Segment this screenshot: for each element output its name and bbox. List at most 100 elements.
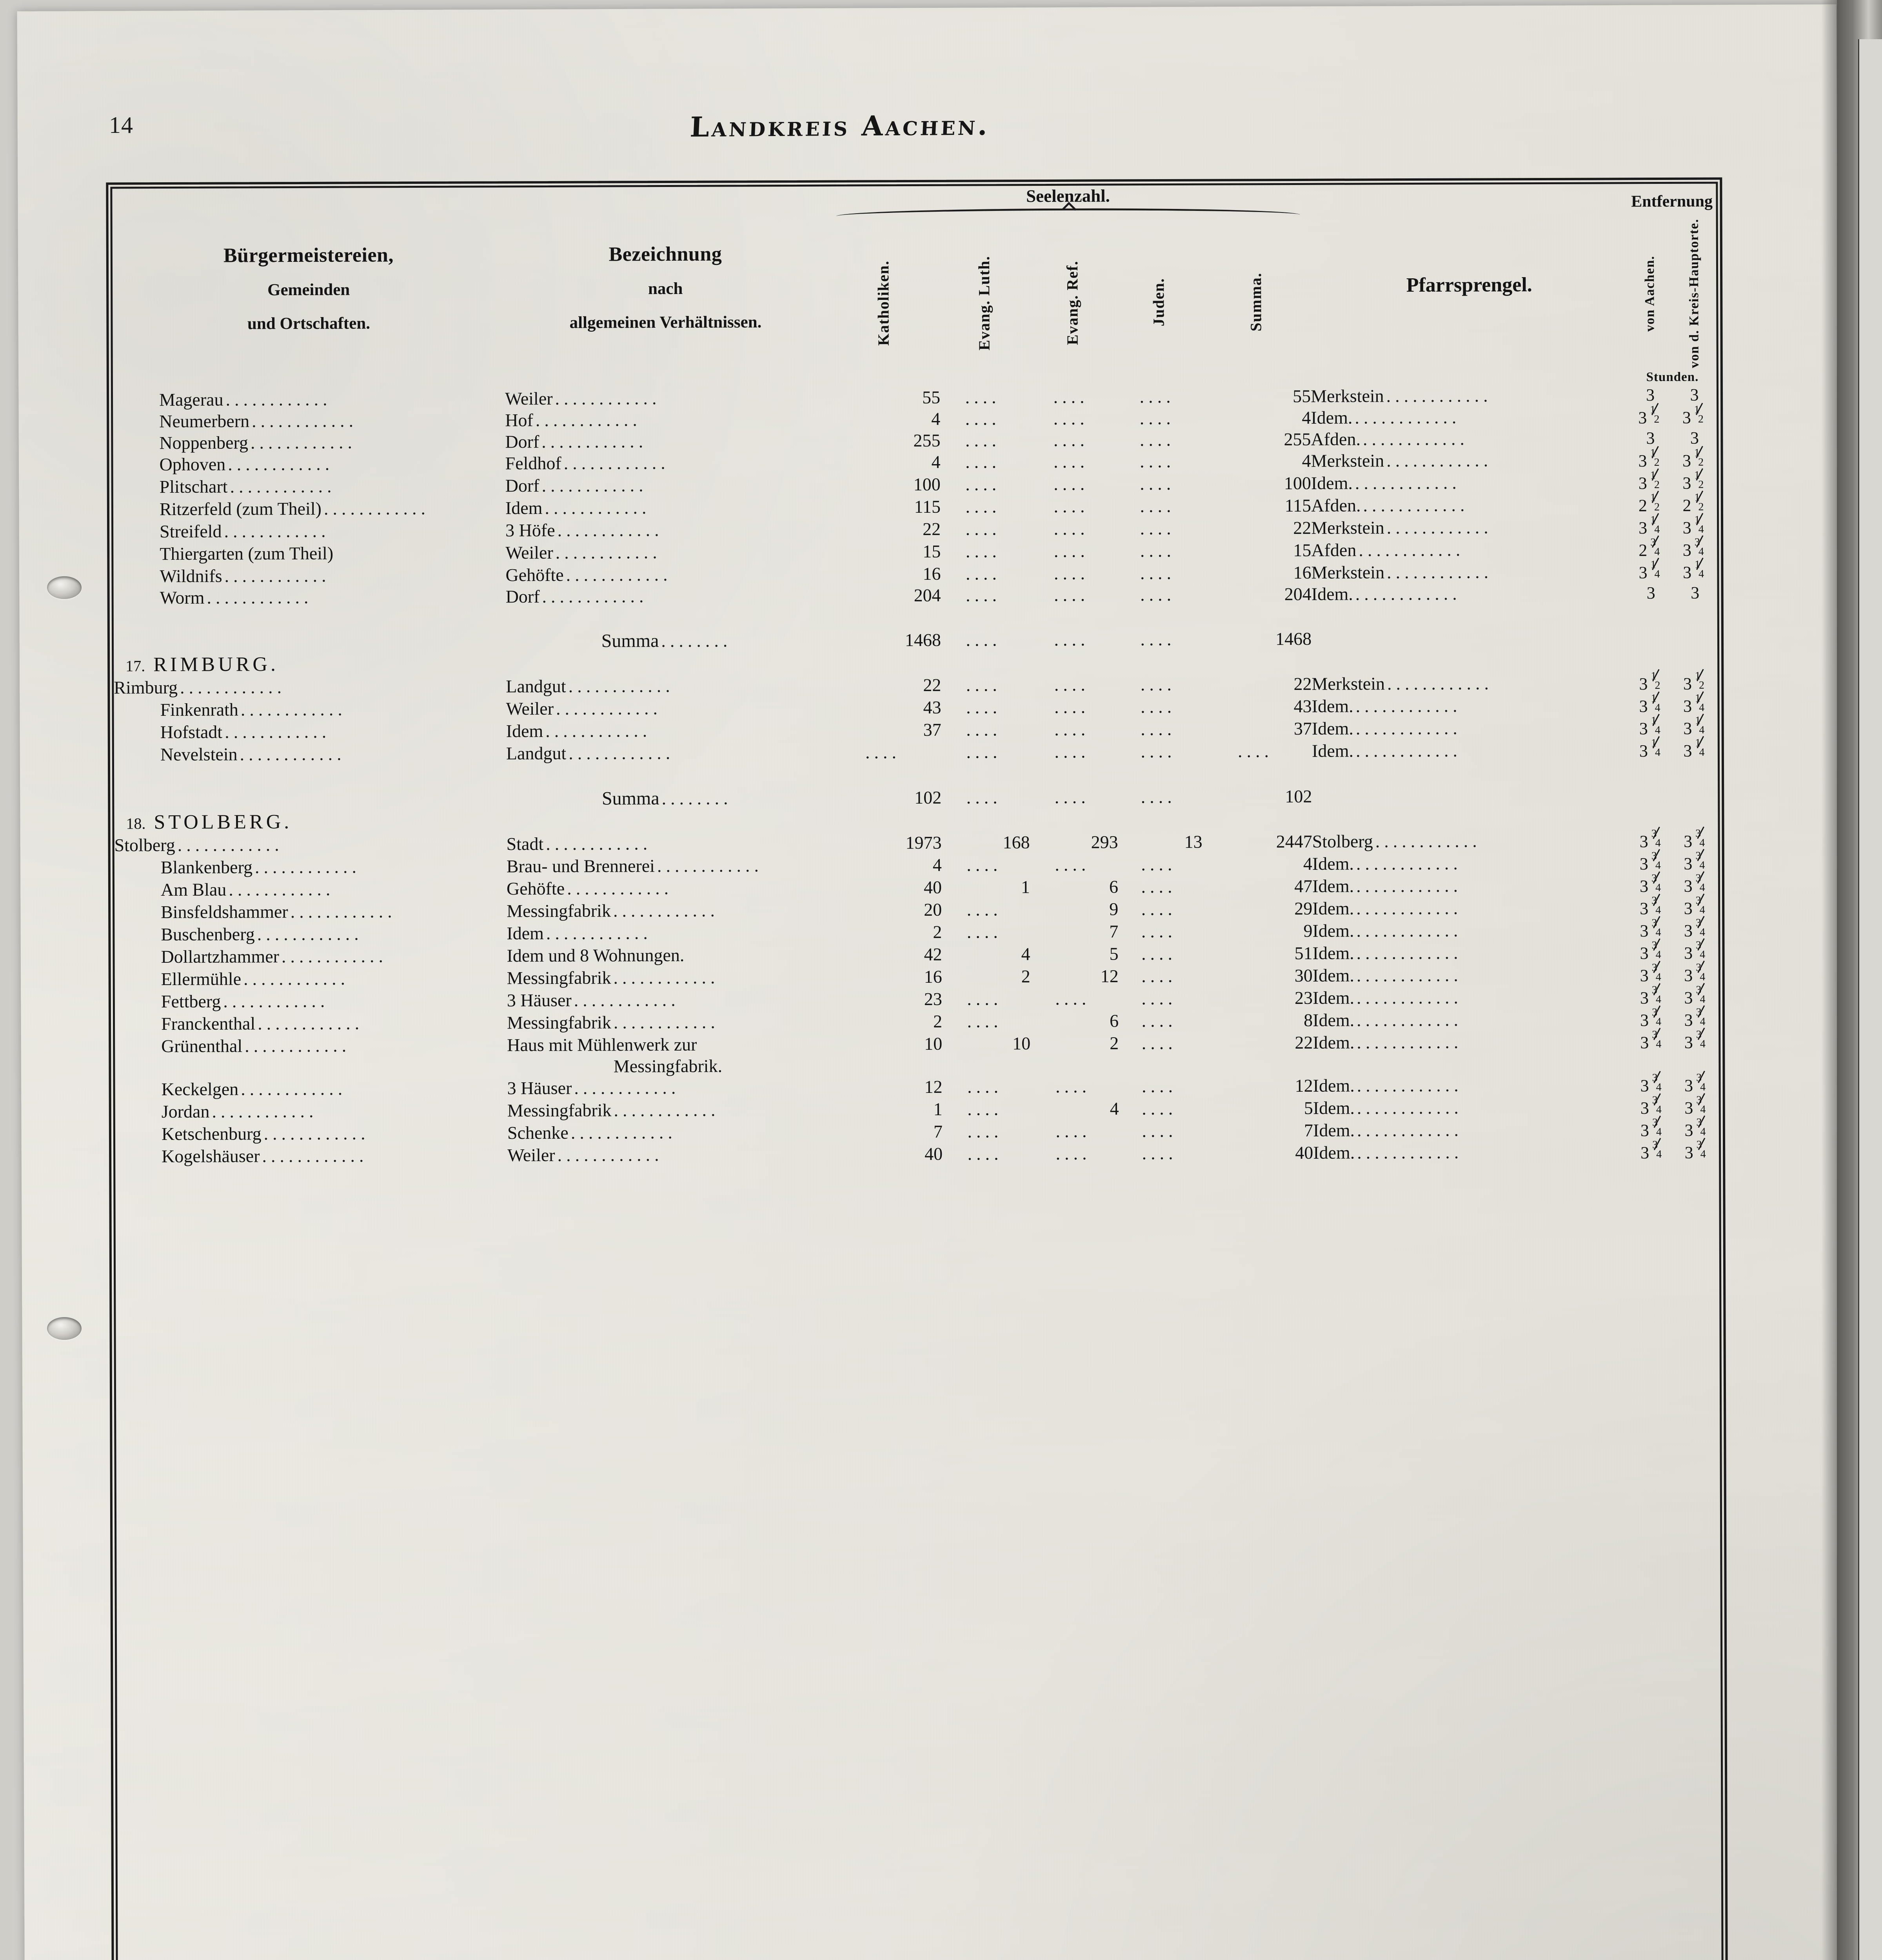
cell-number: 168 <box>1003 832 1030 853</box>
cell-number: 1468 <box>1275 629 1312 649</box>
cell-number: 1468 <box>905 630 941 650</box>
cell-description: Messingfabrik............ <box>507 967 719 988</box>
table-row: Binsfeldshammer............ Messingfabrik… <box>114 893 1718 924</box>
cell-number: 102 <box>914 788 942 808</box>
header-stunden: Stunden. <box>1646 370 1699 385</box>
table-body: Magerau............ Weiler............ 55.… <box>113 385 1719 1168</box>
cell-empty: .... <box>1140 518 1175 539</box>
section-heading-row: 18. STOLBERG. <box>114 806 1718 834</box>
cell-number: 4 <box>1303 854 1312 874</box>
cell-parish: Merkstein............ <box>1311 450 1493 471</box>
cell-empty: .... <box>1141 787 1176 807</box>
cell-number: 4 <box>1110 1098 1119 1119</box>
cell-number: 8 <box>1304 1010 1313 1031</box>
cell-description: Schenke............ <box>507 1122 677 1143</box>
cell-number: 22 <box>1293 518 1312 538</box>
cell-number: 12 <box>924 1077 943 1097</box>
cell-empty: .... <box>1141 1011 1177 1031</box>
page-gutter-shadow <box>1821 0 1837 1960</box>
header-juden: Juden. <box>1150 278 1168 327</box>
cell-number: 22 <box>1293 674 1312 694</box>
cell-parish: Idem............. <box>1312 718 1462 739</box>
cell-empty: .... <box>1053 387 1089 407</box>
cell-place-name: Buschenberg............ <box>161 924 363 945</box>
cell-empty: .... <box>1139 408 1175 428</box>
table-row: Grünenthal............ Haus mit Mühlenwer… <box>115 1027 1719 1058</box>
cell-number: 1 <box>1021 877 1030 897</box>
cell-description: Stadt............ <box>506 833 652 854</box>
cell-description: Idem und 8 Wohnungen. <box>507 945 685 966</box>
cell-empty: .... <box>1055 1076 1091 1097</box>
cell-number: 47 <box>1294 876 1313 897</box>
cell-empty: .... <box>1142 1121 1177 1141</box>
cell-parish: Afden............. <box>1311 429 1469 450</box>
table-row: Wildnifs............ Gehöfte............ 1… <box>113 557 1717 588</box>
cell-number: 22 <box>923 675 941 695</box>
cell-place-name: Fettberg............ <box>161 991 329 1012</box>
cell-parish: Merkstein............ <box>1311 517 1493 538</box>
cell-empty: .... <box>1055 989 1091 1009</box>
cell-description: Gehöfte............ <box>505 564 672 585</box>
cell-place-name: Keckelgen............ <box>161 1079 347 1100</box>
cell-number: 9 <box>1303 921 1313 941</box>
cell-number: 100 <box>913 474 941 495</box>
table-row: Keckelgen............ 3 Häuser...........… <box>115 1071 1719 1101</box>
cell-parish: Idem............. <box>1312 898 1462 919</box>
cell-number: 7 <box>1304 1120 1313 1141</box>
cell-description: Messingfabrik............ <box>507 900 719 921</box>
cell-place-name: Jordan............ <box>161 1101 318 1122</box>
cell-empty: .... <box>967 1143 1003 1164</box>
cell-empty <box>506 809 828 833</box>
header-gemeinden: Bürgermeistereien, Gemeinden und Ortscha… <box>223 243 394 333</box>
table-row: Fettberg............ 3 Häuser............… <box>115 983 1719 1013</box>
cell-parish: Idem............. <box>1312 920 1462 941</box>
cell-place-name: Noppenberg............ <box>159 432 357 453</box>
statistics-table: Bürgermeistereien, Gemeinden und Ortscha… <box>112 184 1719 1168</box>
cell-empty: .... <box>1054 474 1089 494</box>
table-row: Dollartzhammer............ Idem und 8 Woh… <box>114 938 1718 968</box>
cell-parish: Idem............. <box>1313 1098 1463 1118</box>
cell-distance-aachen: 3 <box>1646 583 1655 603</box>
adjacent-page-edge <box>1858 39 1882 1960</box>
cell-number: 115 <box>914 497 941 517</box>
cell-number: 13 <box>1184 832 1203 852</box>
cell-parish: Idem............. <box>1311 473 1461 494</box>
cell-empty: .... <box>967 1076 1003 1097</box>
cell-number: 7 <box>1109 921 1119 942</box>
header-entfernung: Entfernung <box>1631 192 1713 211</box>
cell-description: Weiler............ <box>505 388 661 409</box>
cell-place-name: Hofstadt............ <box>160 722 331 742</box>
cell-empty: .... <box>1139 430 1175 450</box>
cell-empty: .... <box>1053 408 1089 429</box>
cell-empty: .... <box>1140 697 1176 717</box>
cell-place-name: Ophoven............ <box>159 454 334 475</box>
header-seelenzahl: Seelenzahl. <box>826 185 1310 221</box>
table-row: Ellermühle............ Messingfabrik.....… <box>115 960 1719 991</box>
cell-number: 42 <box>924 944 942 965</box>
cell-empty: .... <box>1055 1143 1091 1164</box>
description-continuation-row: Messingfabrik. <box>115 1053 1719 1078</box>
cell-empty: .... <box>967 1011 1003 1032</box>
cell-number: 15 <box>1293 540 1312 561</box>
cell-number: 29 <box>1294 898 1313 919</box>
table-row: Stolberg............ Stadt............ 197… <box>114 826 1718 857</box>
cell-number: 102 <box>1285 786 1312 807</box>
cell-number: 2447 <box>1276 831 1312 852</box>
cell-empty: .... <box>1237 741 1273 761</box>
cell-empty: .... <box>1140 496 1175 516</box>
cell-parish: Idem............. <box>1311 584 1461 604</box>
